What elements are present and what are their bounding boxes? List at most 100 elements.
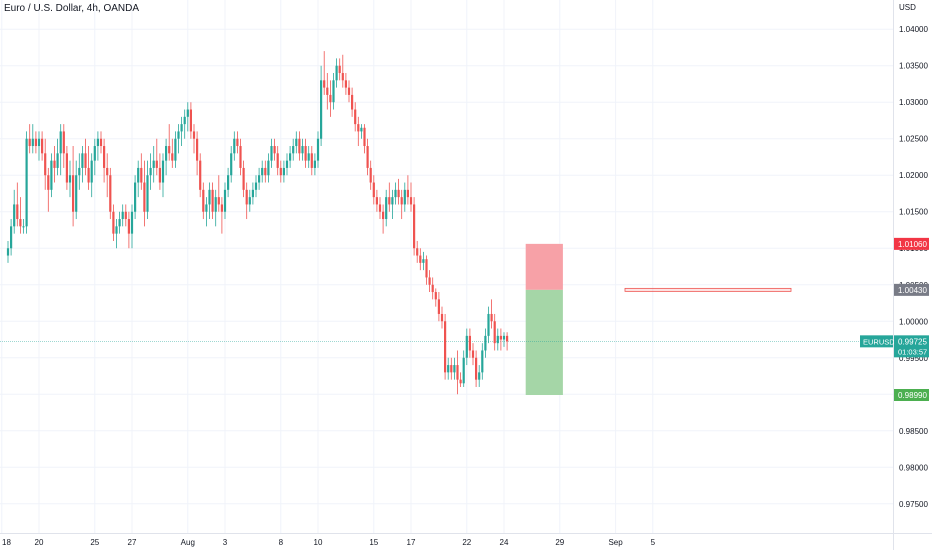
candle-body[interactable] xyxy=(25,138,28,227)
candle-body[interactable] xyxy=(65,153,68,183)
candle-body[interactable] xyxy=(106,167,109,176)
candle-body[interactable] xyxy=(506,335,509,342)
candle-body[interactable] xyxy=(453,365,456,373)
candle-body[interactable] xyxy=(481,350,484,373)
candle-body[interactable] xyxy=(335,65,338,81)
candle-body[interactable] xyxy=(261,167,264,176)
candle-body[interactable] xyxy=(301,146,304,154)
candle-body[interactable] xyxy=(298,138,301,154)
candle-body[interactable] xyxy=(93,146,96,161)
candle-body[interactable] xyxy=(161,160,165,183)
candle-body[interactable] xyxy=(13,204,16,227)
candle-body[interactable] xyxy=(202,189,205,212)
candle-body[interactable] xyxy=(444,321,447,373)
candle-body[interactable] xyxy=(323,80,326,88)
candle-body[interactable] xyxy=(121,211,124,220)
candle-body[interactable] xyxy=(68,175,72,183)
candle-body[interactable] xyxy=(397,189,400,198)
symbol-badge[interactable] xyxy=(860,335,893,348)
candle-body[interactable] xyxy=(351,94,354,110)
candle-body[interactable] xyxy=(199,160,202,190)
candle-body[interactable] xyxy=(127,219,130,234)
candle-body[interactable] xyxy=(292,146,295,154)
candle-body[interactable] xyxy=(378,204,382,212)
candle-body[interactable] xyxy=(239,146,242,168)
candle-body[interactable] xyxy=(6,248,10,256)
candle-body[interactable] xyxy=(316,138,320,161)
candle-body[interactable] xyxy=(236,138,239,147)
candle-body[interactable] xyxy=(137,167,140,183)
candle-body[interactable] xyxy=(382,211,385,220)
candle-body[interactable] xyxy=(59,131,62,154)
candle-body[interactable] xyxy=(413,204,416,249)
candle-body[interactable] xyxy=(96,138,99,147)
candle-body[interactable] xyxy=(171,153,174,161)
candle-body[interactable] xyxy=(41,138,44,154)
candle-body[interactable] xyxy=(375,197,378,205)
price-level-badge[interactable] xyxy=(894,283,929,296)
candle-body[interactable] xyxy=(10,226,13,249)
candle-body[interactable] xyxy=(220,204,223,212)
candle-body[interactable] xyxy=(34,138,37,147)
candle-body[interactable] xyxy=(245,189,248,205)
candle-body[interactable] xyxy=(276,153,279,168)
candle-body[interactable] xyxy=(146,175,149,212)
candle-body[interactable] xyxy=(465,335,468,358)
candle-body[interactable] xyxy=(428,277,431,285)
candle-body[interactable] xyxy=(394,189,397,198)
candle-body[interactable] xyxy=(223,189,227,212)
candle-body[interactable] xyxy=(347,87,351,95)
candle-body[interactable] xyxy=(285,160,289,168)
candle-body[interactable] xyxy=(431,284,434,293)
candle-body[interactable] xyxy=(174,138,177,161)
candle-body[interactable] xyxy=(320,80,323,139)
candle-body[interactable] xyxy=(87,167,90,183)
candle-body[interactable] xyxy=(338,65,341,74)
candle-body[interactable] xyxy=(152,160,155,168)
candle-body[interactable] xyxy=(112,211,115,234)
candle-body[interactable] xyxy=(81,153,84,168)
candle-body[interactable] xyxy=(19,219,22,227)
candle-body[interactable] xyxy=(490,313,493,322)
candle-body[interactable] xyxy=(295,138,298,147)
candle-body[interactable] xyxy=(425,259,428,278)
candle-body[interactable] xyxy=(304,146,307,161)
candle-body[interactable] xyxy=(78,167,81,176)
price-level-badge[interactable] xyxy=(894,389,929,402)
candle-body[interactable] xyxy=(208,189,211,205)
candle-body[interactable] xyxy=(468,335,471,351)
candle-body[interactable] xyxy=(487,313,490,336)
candle-body[interactable] xyxy=(183,116,186,125)
candle-body[interactable] xyxy=(499,335,502,340)
candle-body[interactable] xyxy=(217,197,220,205)
candle-body[interactable] xyxy=(214,197,217,212)
candle-body[interactable] xyxy=(16,204,19,220)
candle-body[interactable] xyxy=(72,175,75,212)
candle-body[interactable] xyxy=(251,189,254,198)
candle-body[interactable] xyxy=(471,350,475,358)
last-price-badge[interactable] xyxy=(894,335,929,358)
candle-body[interactable] xyxy=(47,175,50,190)
candle-body[interactable] xyxy=(177,131,180,139)
candle-body[interactable] xyxy=(459,379,462,384)
candle-body[interactable] xyxy=(124,211,127,220)
candle-body[interactable] xyxy=(279,167,282,176)
candle-body[interactable] xyxy=(406,189,409,198)
candle-body[interactable] xyxy=(56,153,59,168)
candle-body[interactable] xyxy=(475,357,478,380)
candle-body[interactable] xyxy=(53,160,56,168)
candle-body[interactable] xyxy=(450,365,453,373)
candle-body[interactable] xyxy=(310,153,313,168)
candle-body[interactable] xyxy=(103,146,106,168)
candle-body[interactable] xyxy=(149,167,152,176)
candle-body[interactable] xyxy=(62,131,65,154)
position-target-zone[interactable] xyxy=(525,289,563,396)
resistance-zone-rectangle[interactable] xyxy=(624,287,792,292)
candle-body[interactable] xyxy=(502,335,506,340)
candle-body[interactable] xyxy=(140,167,143,183)
candle-body[interactable] xyxy=(357,124,360,132)
candle-body[interactable] xyxy=(75,175,78,212)
candle-body[interactable] xyxy=(493,321,496,344)
candle-body[interactable] xyxy=(22,226,25,228)
